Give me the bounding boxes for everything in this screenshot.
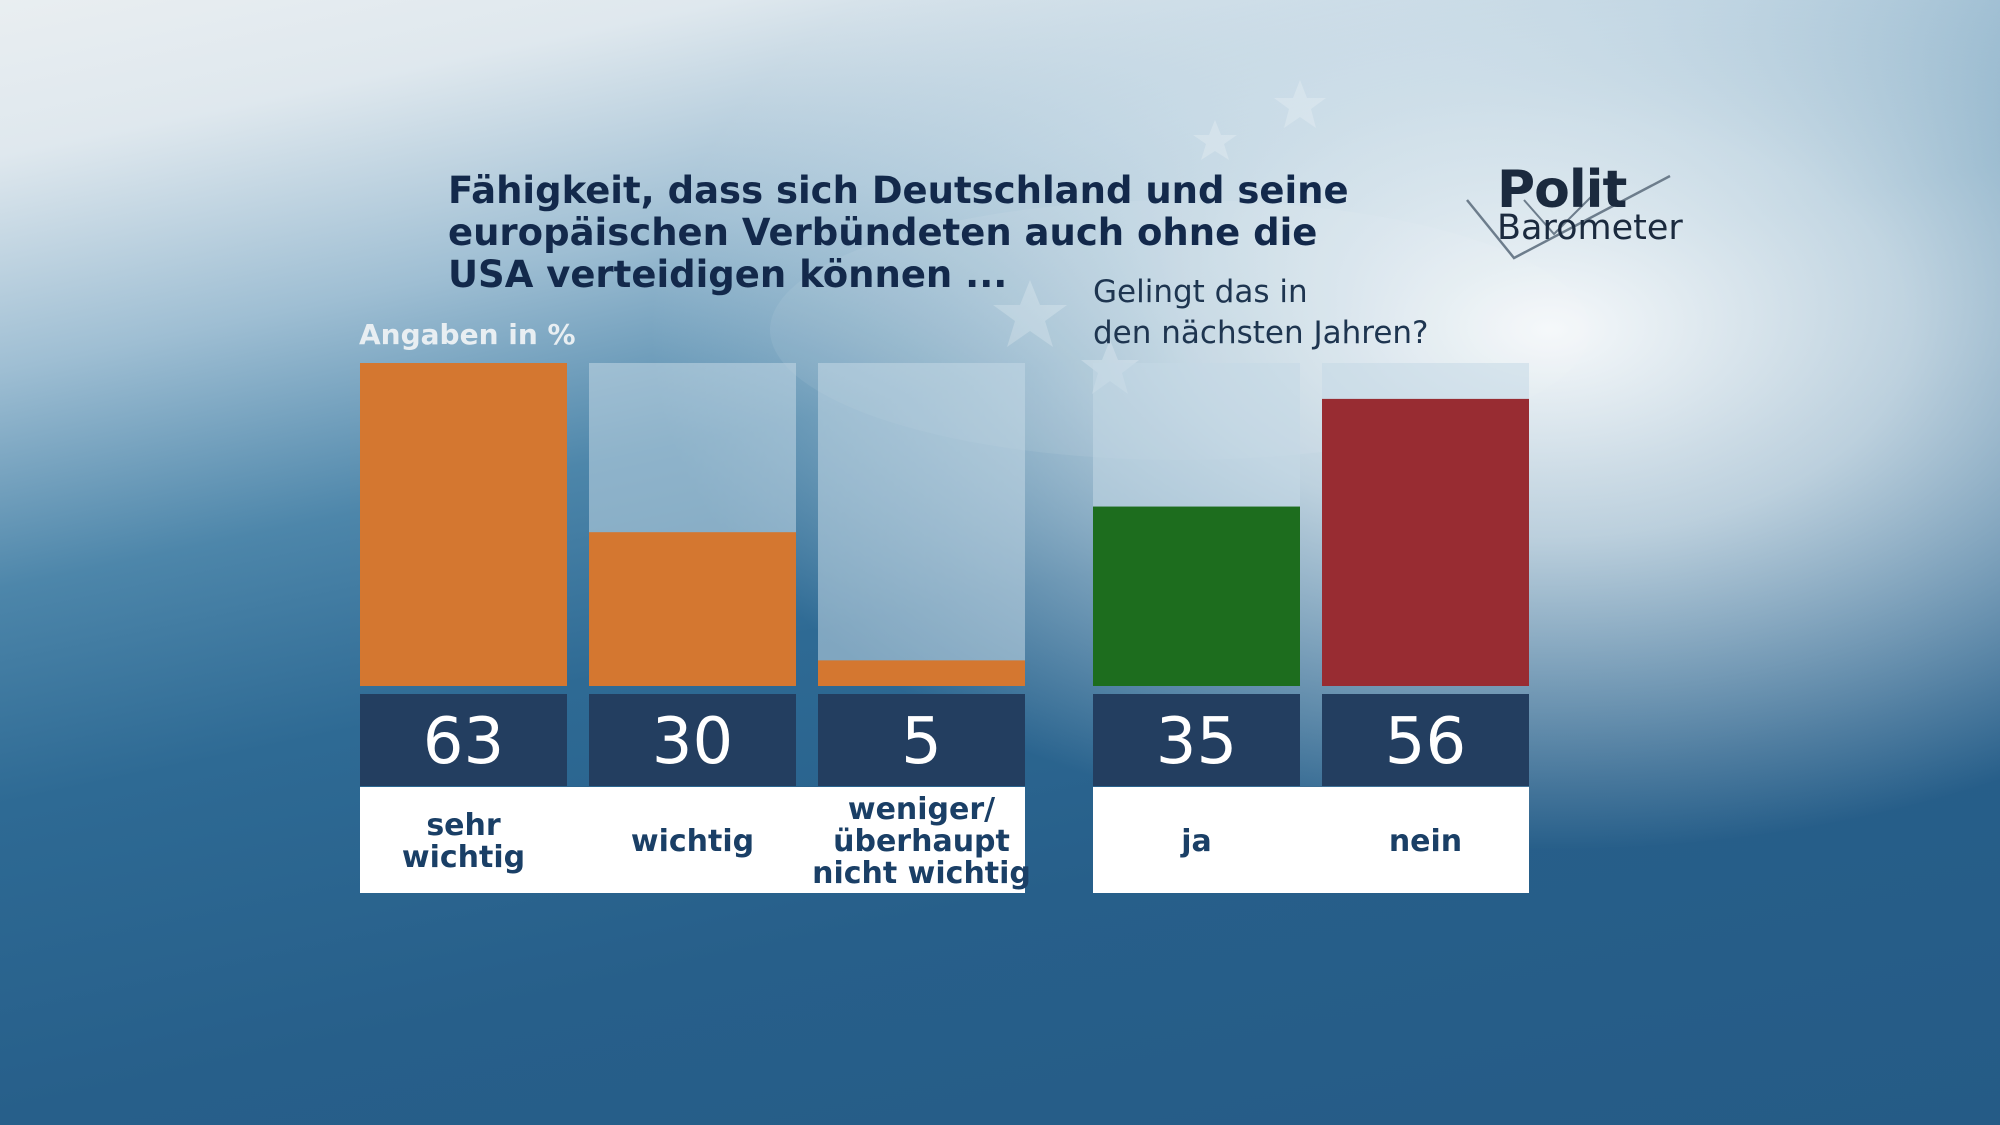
category-label: weniger/überhaupt nicht wichtig	[812, 792, 1031, 891]
data-label: 63	[423, 705, 504, 779]
logo-line-2: Barometer	[1497, 208, 1683, 248]
bar	[360, 363, 567, 686]
data-label: 35	[1156, 705, 1237, 779]
unit-note: Angaben in %	[359, 318, 576, 351]
category-label: sehr wichtig	[402, 808, 525, 875]
bar-track	[818, 363, 1025, 686]
category-label: nein	[1389, 824, 1462, 859]
bar	[589, 532, 796, 686]
checkmark-icon	[1466, 174, 1671, 260]
value-box	[589, 694, 796, 786]
second-chart-title: Gelingt das in den nächsten Jahren?	[1093, 274, 1429, 351]
politbarometer-logo: Polit Barometer	[1462, 160, 1683, 270]
category-label: ja	[1180, 824, 1212, 859]
logo-line-1: Polit	[1497, 160, 1627, 220]
chart-title: Fähigkeit, dass sich Deutschland und sei…	[448, 169, 1349, 296]
category-label: wichtig	[631, 824, 754, 859]
category-label-box	[1093, 787, 1529, 893]
bar	[1093, 506, 1300, 686]
data-label: 5	[901, 705, 942, 779]
value-box	[818, 694, 1025, 786]
bar	[1322, 398, 1529, 686]
category-label-box	[360, 787, 1025, 893]
bar	[818, 660, 1025, 686]
value-box	[360, 694, 567, 786]
data-label: 30	[652, 705, 733, 779]
value-box	[1322, 694, 1529, 786]
data-label: 56	[1385, 705, 1466, 779]
value-box	[1093, 694, 1300, 786]
